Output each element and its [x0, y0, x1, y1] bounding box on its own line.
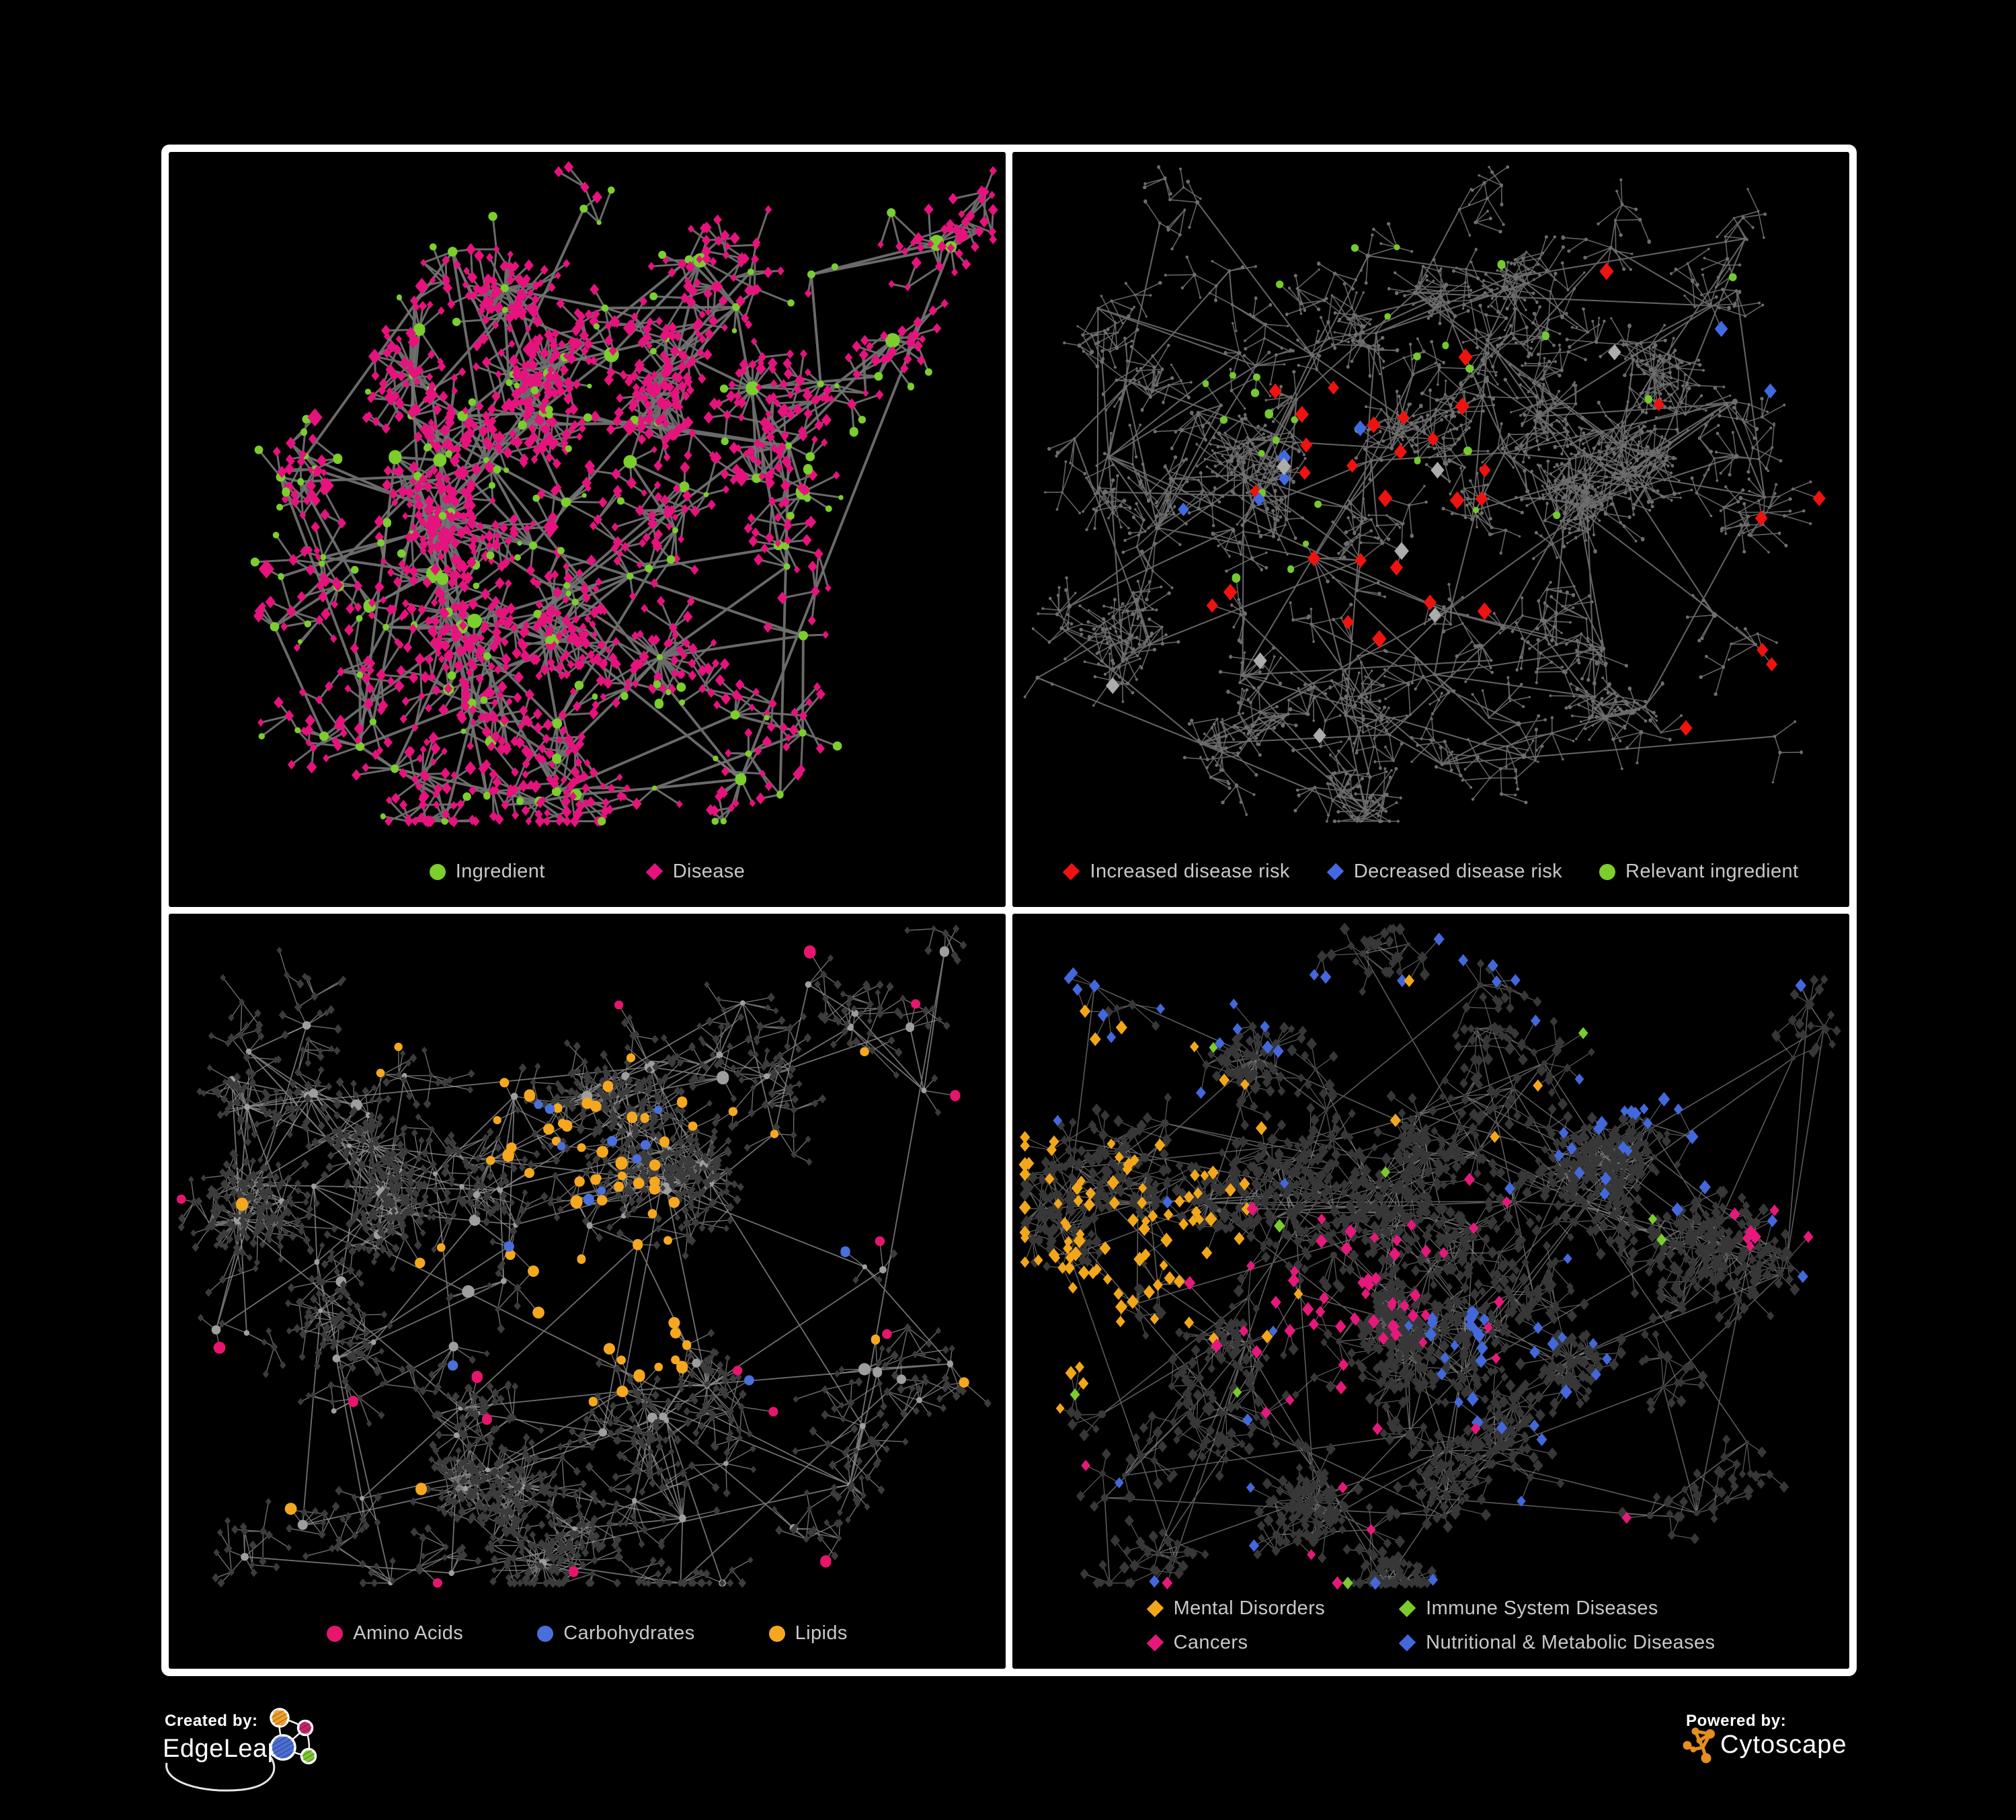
diamond-marker-icon: [1146, 1599, 1164, 1618]
legend-label: Increased disease risk: [1090, 861, 1290, 882]
legend-item-lipids: Lipids: [768, 1622, 848, 1645]
network-edges-backbone: [273, 207, 953, 823]
disease-category-network-graph: [1018, 922, 1841, 1590]
diamond-marker-icon: [1398, 1599, 1416, 1618]
legend-label: Lipids: [795, 1622, 848, 1644]
legend-item-relevant-ingredient: Relevant ingredient: [1599, 861, 1798, 883]
legend-item-decreased-disease-risk: Decreased disease risk: [1326, 861, 1563, 883]
network-edges-leaf: [253, 166, 994, 822]
legend-item-mental-disorders: Mental Disorders: [1146, 1597, 1326, 1620]
diamond-marker-icon: [1063, 863, 1080, 881]
created-by-block: Created by: EdgeLeap: [161, 1706, 376, 1817]
cytoscape-logo-icon: [1683, 1727, 1715, 1764]
edgeleap-wordmark: EdgeLeap: [163, 1735, 282, 1763]
legend-label: Immune System Diseases: [1426, 1597, 1658, 1619]
legend-label: Carbohydrates: [563, 1622, 695, 1644]
diamond-marker-icon: [1398, 1634, 1416, 1652]
legend-item-amino-acids: Amino Acids: [327, 1622, 463, 1645]
cytoscape-wordmark: Cytoscape: [1720, 1731, 1847, 1759]
nutrient-class-network-graph: [176, 924, 992, 1588]
legend-item-disease: Disease: [645, 861, 745, 883]
legend-label: Ingredient: [455, 861, 545, 882]
legend-label: Cancers: [1173, 1632, 1248, 1653]
legend-label: Mental Disorders: [1173, 1597, 1326, 1619]
network-nodes-circle: [250, 186, 932, 826]
panel-disease-category: Mental Disorders Immune System Diseases Ca…: [1012, 914, 1849, 1669]
nutrient-class-legend: Amino Acids Carbohydrates Lipids: [169, 1622, 1006, 1645]
diamond-marker-icon: [1146, 1634, 1164, 1652]
created-by-label: Created by:: [165, 1712, 258, 1730]
network-edges-backbone: [1037, 201, 1776, 815]
legend-label: Decreased disease risk: [1353, 861, 1563, 882]
network-nodes-circle: [270, 204, 957, 825]
legend-label: Nutritional & Metabolic Diseases: [1426, 1632, 1716, 1653]
disease-risk-network-graph: [1023, 165, 1826, 824]
panel-ingredient-disease: Ingredient Disease: [169, 152, 1006, 907]
powered-by-label: Powered by:: [1686, 1712, 1787, 1730]
circle-marker-icon: [537, 1625, 554, 1642]
circle-marker-icon: [429, 863, 446, 880]
panel-nutrient-class: Amino Acids Carbohydrates Lipids: [169, 914, 1006, 1669]
legend-item-immune-system-diseases: Immune System Diseases: [1398, 1597, 1658, 1620]
legend-label: Disease: [672, 861, 745, 882]
legend-label: Relevant ingredient: [1625, 861, 1799, 882]
panel-disease-risk: Increased disease risk Decreased disease …: [1012, 152, 1849, 907]
disease-category-legend: Mental Disorders Immune System Diseases Ca…: [1012, 1597, 1849, 1654]
circle-marker-icon: [1599, 863, 1616, 880]
network-nodes-diamond: [253, 161, 998, 828]
circle-marker-icon: [327, 1625, 344, 1642]
legend-label: Amino Acids: [353, 1622, 464, 1644]
ingredient-disease-network-graph: [250, 161, 998, 828]
legend-item-ingredient: Ingredient: [429, 861, 545, 883]
network-nodes-diamond: [177, 924, 992, 1588]
circle-marker-icon: [768, 1625, 785, 1642]
disease-category-legend-grid: Mental Disorders Immune System Diseases Ca…: [1146, 1597, 1716, 1654]
legend-item-cancers: Cancers: [1146, 1632, 1248, 1654]
powered-by-block: Powered by: Cytoscape: [1677, 1706, 1892, 1817]
network-nodes-diamond: [1018, 974, 1543, 1414]
network-nodes-circle: [447, 1100, 850, 1386]
diamond-marker-icon: [1326, 863, 1344, 881]
ingredient-disease-legend: Ingredient Disease: [169, 861, 1006, 883]
network-nodes-circle: [1036, 942, 1827, 1587]
disease-risk-legend: Increased disease risk Decreased disease …: [1012, 861, 1849, 883]
panel-grid: Ingredient Disease Increased disease risk…: [161, 145, 1857, 1676]
edgeleap-logo-icon: [165, 1708, 317, 1792]
legend-item-increased-disease-risk: Increased disease risk: [1063, 861, 1289, 883]
diamond-marker-icon: [645, 863, 663, 881]
legend-item-nutritional-metabolic-diseases: Nutritional & Metabolic Diseases: [1398, 1632, 1716, 1654]
legend-item-carbohydrates: Carbohydrates: [537, 1622, 694, 1645]
